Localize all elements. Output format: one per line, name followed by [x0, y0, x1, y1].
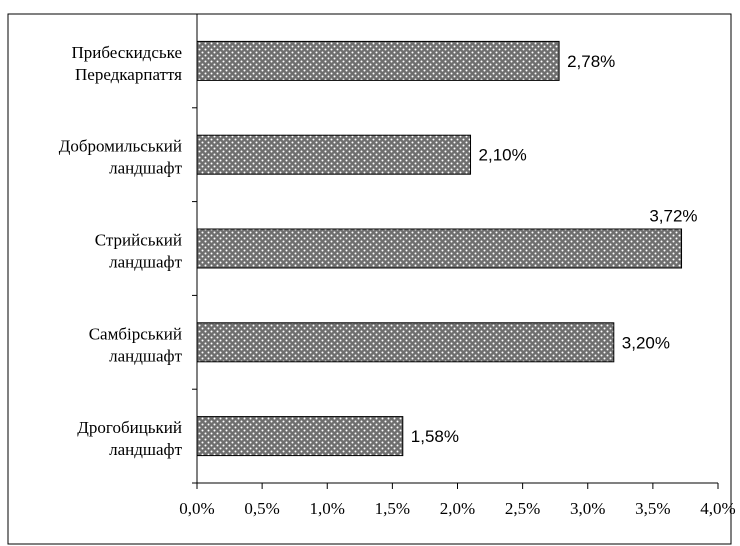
x-tick-label: 2,5%	[505, 499, 540, 518]
category-label-line: ландшафт	[109, 440, 182, 459]
bar	[196, 322, 615, 363]
category-label-line: Прибескидське	[72, 43, 183, 62]
bar	[196, 416, 404, 457]
bar	[196, 228, 683, 269]
x-tick-label: 1,5%	[375, 499, 410, 518]
bar	[196, 40, 560, 81]
x-tick-label: 4,0%	[700, 499, 735, 518]
bar	[196, 134, 472, 175]
category-label-line: ландшафт	[109, 346, 182, 365]
x-tick-label: 3,5%	[635, 499, 670, 518]
category-label-line: Стрийський	[95, 231, 182, 250]
x-tick-label: 3,0%	[570, 499, 605, 518]
category-label: Прибескидське Передкарпаття	[72, 43, 183, 84]
data-label: 3,72%	[649, 207, 697, 226]
category-label-line: Самбірський	[89, 324, 182, 343]
x-tick-label: 1,0%	[310, 499, 345, 518]
data-label: 1,58%	[411, 427, 459, 446]
category-label: Дрогобицький ландшафт	[77, 418, 182, 459]
chart-frame	[7, 13, 732, 545]
category-label: Стрийський ландшафт	[95, 231, 183, 272]
data-label: 2,78%	[567, 52, 615, 71]
x-tick-label: 2,0%	[440, 499, 475, 518]
category-label-line: Добромильський	[59, 137, 182, 156]
category-label-line: Дрогобицький	[77, 418, 182, 437]
category-label-line: Передкарпаття	[75, 65, 182, 84]
x-tick-label: 0,0%	[179, 499, 214, 518]
category-label-line: ландшафт	[109, 159, 182, 178]
data-label: 3,20%	[622, 333, 670, 352]
category-label-line: ландшафт	[109, 253, 182, 272]
category-label: Самбірський ландшафт	[89, 324, 183, 365]
x-tick-label: 0,5%	[244, 499, 279, 518]
data-label: 2,10%	[479, 146, 527, 165]
category-label: Добромильський ландшафт	[59, 137, 183, 178]
